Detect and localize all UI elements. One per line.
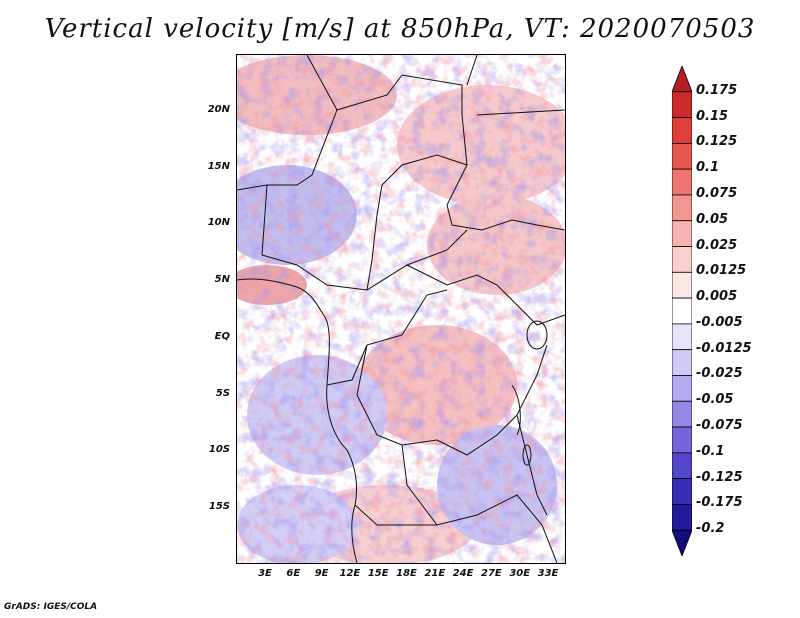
latitude-label: EQ xyxy=(214,330,230,342)
colorbar-label: 0.005 xyxy=(696,289,738,305)
longitude-label: 33E xyxy=(537,568,559,579)
colorbar-label: 0.05 xyxy=(696,211,729,227)
colorbar-label: -0.005 xyxy=(696,314,743,330)
colorbar-segment xyxy=(672,91,692,118)
longitude-label: 24E xyxy=(452,568,474,579)
longitude-label: 21E xyxy=(424,568,446,579)
colorbar-segment xyxy=(672,66,692,93)
colorbar-label: 0.15 xyxy=(696,108,729,124)
latitude-label: 10S xyxy=(208,444,230,456)
colorbar-segment xyxy=(672,220,692,247)
colorbar-segment xyxy=(672,400,692,428)
colorbar-label: 0.175 xyxy=(696,82,738,98)
colorbar-label: -0.175 xyxy=(696,495,743,511)
colorbar-label: -0.075 xyxy=(696,418,743,434)
country-borders xyxy=(237,55,565,563)
colorbar-label: 0.0125 xyxy=(696,263,747,279)
colorbar-label: -0.025 xyxy=(696,366,743,382)
colorbar-label: -0.0125 xyxy=(696,340,752,356)
colorbar-label: 0.125 xyxy=(696,134,738,150)
latitude-label: 10N xyxy=(207,217,230,229)
colorbar-segment xyxy=(672,349,692,376)
longitude-label: 12E xyxy=(339,568,361,579)
colorbar-segment xyxy=(672,323,692,351)
colorbar-segment xyxy=(672,297,692,325)
latitude-label: 15S xyxy=(208,500,230,512)
colorbar-segment xyxy=(672,504,692,531)
map-panel xyxy=(236,54,566,564)
colorbar-label: -0.1 xyxy=(696,443,725,459)
colorbar-segment xyxy=(672,478,692,505)
colorbar-label: 0.025 xyxy=(696,237,738,253)
colorbar-segment xyxy=(672,194,692,222)
colorbar-segment xyxy=(672,168,692,196)
longitude-label: 18E xyxy=(396,568,417,579)
colorbar-label: -0.2 xyxy=(696,521,725,537)
longitude-label: 30E xyxy=(509,568,531,579)
colorbar-segment xyxy=(672,271,692,299)
latitude-label: 5S xyxy=(215,387,230,399)
colorbar-segment xyxy=(672,529,692,556)
longitude-label: 27E xyxy=(481,568,502,579)
longitude-label: 6E xyxy=(286,568,301,579)
colorbar xyxy=(672,66,692,556)
map-title: Vertical velocity [m/s] at 850hPa, VT: 2… xyxy=(44,14,756,44)
colorbar-label: -0.05 xyxy=(696,392,734,408)
grads-credit: GrADS: IGES/COLA xyxy=(4,602,98,612)
colorbar-segment xyxy=(672,117,692,144)
latitude-label: 5N xyxy=(214,274,230,286)
colorbar-segment xyxy=(672,426,692,454)
vertical-velocity-field xyxy=(237,55,565,563)
longitude-label: 15E xyxy=(367,568,389,579)
colorbar-segment xyxy=(672,375,692,402)
longitude-label: 3E xyxy=(258,568,272,579)
colorbar-label: -0.125 xyxy=(696,469,743,485)
colorbar-segment xyxy=(672,452,692,480)
lakes xyxy=(511,320,548,466)
colorbar-label: 0.1 xyxy=(696,160,720,176)
colorbar-segment xyxy=(672,142,692,170)
longitude-label: 9E xyxy=(314,568,329,579)
latitude-label: 20N xyxy=(207,104,230,115)
latitude-label: 15N xyxy=(207,160,230,172)
colorbar-segment xyxy=(672,246,692,273)
colorbar-label: 0.075 xyxy=(696,185,738,201)
